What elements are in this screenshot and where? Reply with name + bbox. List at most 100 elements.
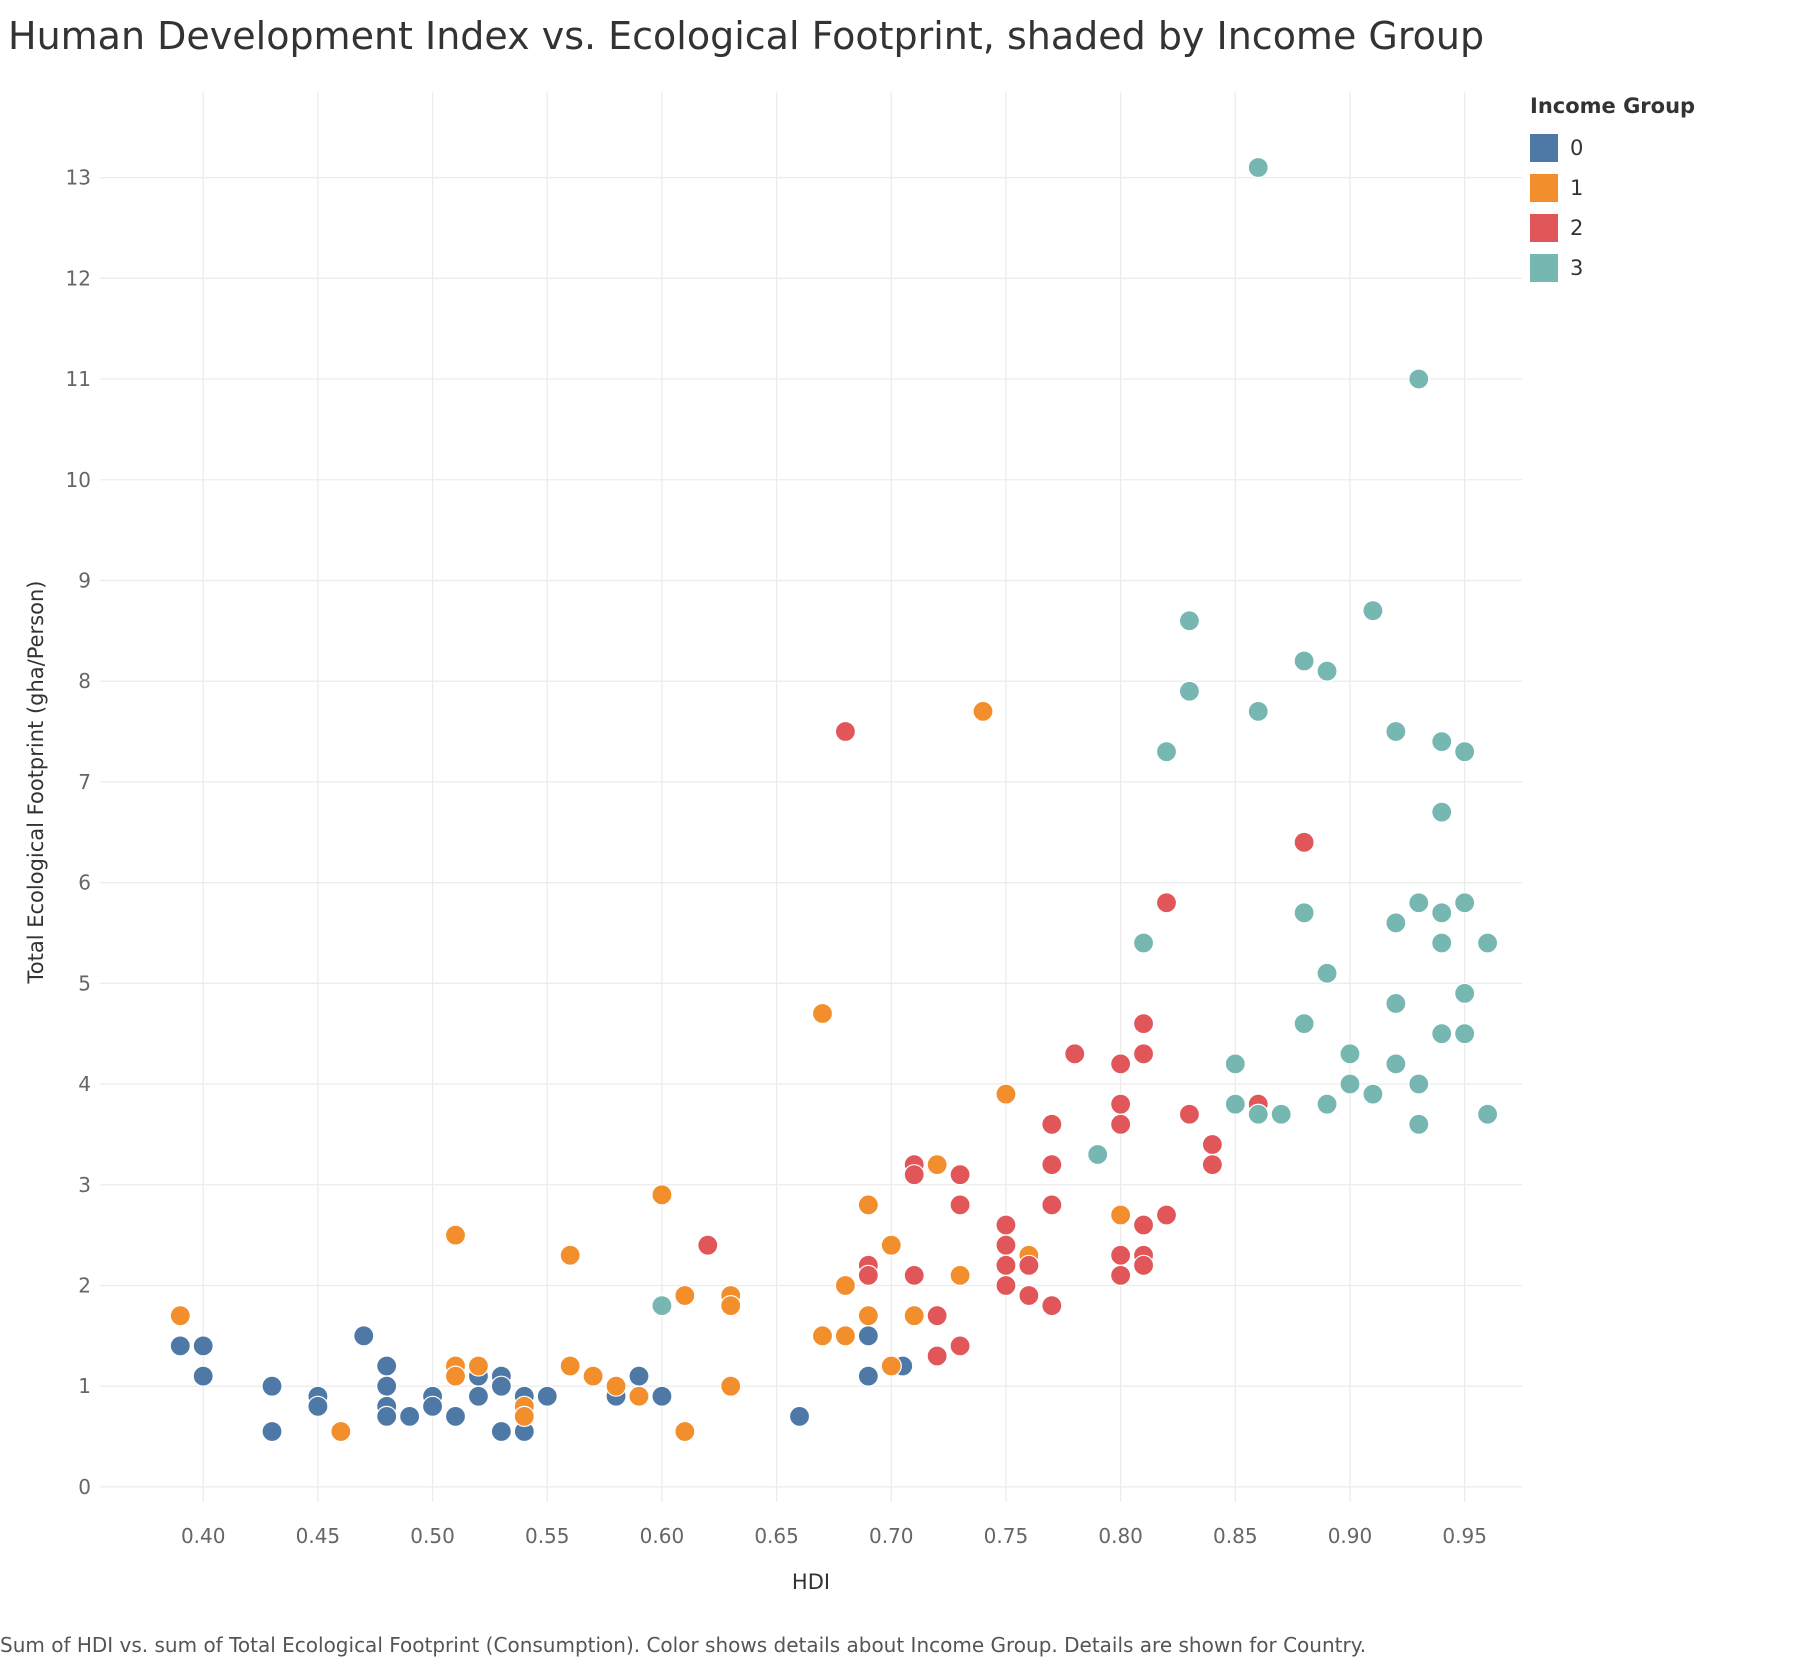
data-point[interactable]	[1408, 1113, 1430, 1135]
data-point[interactable]	[1316, 660, 1338, 682]
data-point[interactable]	[1064, 1043, 1086, 1065]
data-point[interactable]	[995, 1214, 1017, 1236]
data-point[interactable]	[376, 1355, 398, 1377]
data-point[interactable]	[1454, 1023, 1476, 1045]
data-point[interactable]	[857, 1264, 879, 1286]
data-point[interactable]	[1178, 1103, 1201, 1125]
data-point[interactable]	[811, 1002, 834, 1025]
data-point[interactable]	[1132, 1214, 1155, 1236]
data-point[interactable]	[995, 1254, 1017, 1276]
data-point[interactable]	[1362, 1083, 1384, 1105]
data-point[interactable]	[995, 1274, 1017, 1297]
data-point[interactable]	[1339, 1073, 1361, 1095]
data-point[interactable]	[1041, 1154, 1063, 1176]
data-point[interactable]	[1178, 610, 1201, 632]
data-point[interactable]	[444, 1224, 467, 1246]
data-point[interactable]	[1454, 741, 1476, 763]
data-point[interactable]	[1110, 1244, 1132, 1266]
data-point[interactable]	[1155, 892, 1178, 914]
data-point[interactable]	[651, 1184, 673, 1206]
data-point[interactable]	[1110, 1113, 1132, 1135]
data-point[interactable]	[536, 1385, 558, 1407]
data-point[interactable]	[1293, 831, 1315, 853]
data-point[interactable]	[1293, 1013, 1315, 1035]
data-point[interactable]	[1132, 1254, 1155, 1276]
data-point[interactable]	[834, 1274, 857, 1297]
data-point[interactable]	[1270, 1103, 1292, 1125]
data-point[interactable]	[1087, 1143, 1109, 1166]
data-point[interactable]	[1110, 1053, 1132, 1075]
data-point[interactable]	[811, 1325, 834, 1347]
data-point[interactable]	[421, 1395, 444, 1417]
data-point[interactable]	[949, 1264, 971, 1286]
data-point[interactable]	[490, 1375, 512, 1397]
data-point[interactable]	[1132, 1013, 1155, 1035]
data-point[interactable]	[857, 1194, 879, 1216]
data-point[interactable]	[1476, 1103, 1499, 1125]
data-point[interactable]	[1110, 1093, 1132, 1115]
data-point[interactable]	[1385, 912, 1407, 934]
data-point[interactable]	[1018, 1284, 1040, 1307]
data-point[interactable]	[1385, 720, 1407, 743]
data-point[interactable]	[651, 1385, 673, 1407]
data-point[interactable]	[1247, 1103, 1269, 1125]
data-point[interactable]	[399, 1405, 421, 1427]
data-point[interactable]	[376, 1405, 398, 1427]
data-point[interactable]	[1476, 932, 1499, 954]
data-point[interactable]	[1293, 650, 1315, 672]
data-point[interactable]	[444, 1365, 467, 1387]
data-point[interactable]	[1155, 1204, 1178, 1226]
data-point[interactable]	[1431, 731, 1453, 753]
data-point[interactable]	[628, 1385, 650, 1407]
data-point[interactable]	[674, 1420, 696, 1443]
data-point[interactable]	[949, 1194, 971, 1216]
data-point[interactable]	[1224, 1053, 1246, 1075]
data-point[interactable]	[1339, 1043, 1361, 1065]
data-point[interactable]	[1431, 1023, 1453, 1045]
data-point[interactable]	[1316, 1093, 1338, 1115]
data-point[interactable]	[1431, 801, 1453, 823]
data-point[interactable]	[1408, 368, 1430, 390]
data-point[interactable]	[1454, 892, 1476, 914]
data-point[interactable]	[1224, 1093, 1246, 1115]
data-point[interactable]	[559, 1244, 581, 1266]
data-point[interactable]	[605, 1375, 627, 1397]
legend-item-1[interactable]: 1	[1530, 168, 1695, 208]
data-point[interactable]	[192, 1335, 214, 1357]
data-point[interactable]	[903, 1164, 925, 1186]
data-point[interactable]	[857, 1325, 879, 1347]
data-point[interactable]	[1110, 1204, 1132, 1226]
data-point[interactable]	[1316, 962, 1338, 984]
data-point[interactable]	[559, 1355, 581, 1377]
data-point[interactable]	[903, 1264, 925, 1286]
data-point[interactable]	[1408, 892, 1430, 914]
data-point[interactable]	[444, 1405, 467, 1427]
data-point[interactable]	[1018, 1254, 1040, 1276]
data-point[interactable]	[1408, 1073, 1430, 1095]
data-point[interactable]	[1110, 1264, 1132, 1286]
data-point[interactable]	[1178, 680, 1201, 702]
data-point[interactable]	[261, 1375, 283, 1397]
data-point[interactable]	[1155, 741, 1178, 763]
data-point[interactable]	[467, 1355, 490, 1377]
data-point[interactable]	[1247, 700, 1269, 722]
data-point[interactable]	[490, 1420, 512, 1443]
data-point[interactable]	[1041, 1113, 1063, 1135]
legend-item-3[interactable]: 3	[1530, 248, 1695, 288]
data-point[interactable]	[880, 1355, 902, 1377]
data-point[interactable]	[674, 1284, 696, 1307]
data-point[interactable]	[376, 1375, 398, 1397]
data-point[interactable]	[1454, 982, 1476, 1004]
data-point[interactable]	[307, 1395, 329, 1417]
data-point[interactable]	[467, 1385, 490, 1407]
data-point[interactable]	[1201, 1133, 1223, 1156]
data-point[interactable]	[261, 1420, 283, 1443]
data-point[interactable]	[582, 1365, 604, 1387]
data-point[interactable]	[926, 1305, 948, 1327]
data-point[interactable]	[903, 1305, 925, 1327]
data-point[interactable]	[926, 1345, 948, 1367]
data-point[interactable]	[1132, 1043, 1155, 1065]
data-point[interactable]	[834, 1325, 857, 1347]
legend-item-0[interactable]: 0	[1530, 128, 1695, 168]
data-point[interactable]	[1201, 1154, 1223, 1176]
